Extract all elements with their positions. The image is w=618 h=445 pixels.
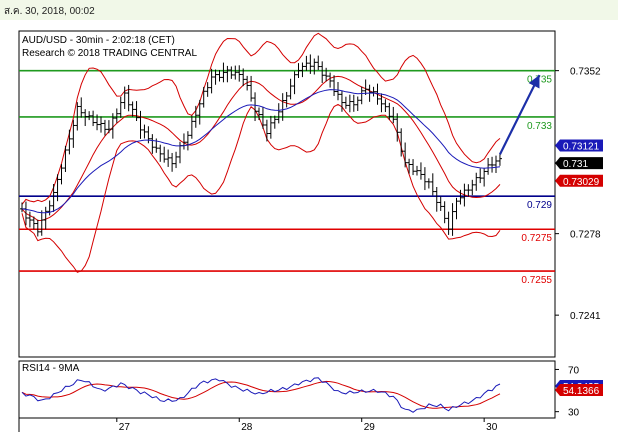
moving-average bbox=[21, 89, 501, 214]
header-bar: ส.ค. 30, 2018, 00:02 bbox=[0, 0, 618, 20]
xtick-label-3: 30 bbox=[486, 422, 498, 433]
rsi-title: RSI14 - 9MA bbox=[22, 363, 80, 374]
price-tag-2-bg bbox=[555, 174, 603, 187]
xtick-label-2: 29 bbox=[364, 422, 376, 433]
projection-arrow bbox=[498, 74, 541, 155]
price-tag-0-label: 0.73121 bbox=[563, 142, 600, 153]
rsi-line bbox=[21, 377, 501, 413]
price-tag-1-label: 0.731 bbox=[563, 159, 588, 170]
axes: 0.7352 0.7278 0.7241 70 30 27 28 29 30 bbox=[116, 67, 601, 433]
level-lines: 0.735 0.733 0.729 0.7275 0.7255 bbox=[19, 69, 555, 286]
price-tag-0-bg bbox=[555, 139, 603, 152]
level-label-3: 0.7275 bbox=[521, 233, 552, 244]
xtick-label-1: 28 bbox=[241, 422, 253, 433]
price-ytick-label-1: 0.7278 bbox=[570, 230, 601, 241]
chart-title: AUD/USD - 30min - 2:02:18 (CET) bbox=[22, 35, 175, 46]
bollinger-middle bbox=[21, 75, 501, 222]
rsi-tag-1-label: 54.1366 bbox=[563, 386, 600, 397]
projection-arrow-head bbox=[528, 75, 540, 89]
price-ytick-label-2: 0.7241 bbox=[570, 311, 601, 322]
xtick-label-0: 27 bbox=[119, 422, 131, 433]
level-label-0: 0.735 bbox=[527, 75, 552, 86]
bollinger-bands bbox=[21, 32, 501, 273]
level-label-1: 0.733 bbox=[527, 121, 552, 132]
rsi-ytick-label-0: 70 bbox=[568, 365, 580, 376]
level-label-4: 0.7255 bbox=[521, 275, 552, 286]
chart-subtitle: Research © 2018 TRADING CENTRAL bbox=[22, 48, 197, 59]
rsi-series bbox=[21, 377, 501, 413]
price-tag-1-bg bbox=[555, 157, 603, 170]
level-label-2: 0.729 bbox=[527, 200, 552, 211]
rsi-tag-1-bg bbox=[555, 384, 603, 397]
price-panel-frame bbox=[18, 30, 556, 358]
price-ytick-label-0: 0.7352 bbox=[570, 67, 601, 78]
rsi-ma-line bbox=[21, 380, 501, 409]
ma-line bbox=[21, 89, 501, 214]
bollinger-lower bbox=[21, 103, 501, 273]
header-timestamp: ส.ค. 30, 2018, 00:02 bbox=[4, 6, 95, 17]
rsi-ytick-label-1: 30 bbox=[568, 408, 580, 419]
price-tag-2-label: 0.73029 bbox=[563, 177, 600, 188]
bollinger-upper bbox=[21, 32, 501, 205]
projection-arrow-shaft bbox=[498, 74, 541, 155]
